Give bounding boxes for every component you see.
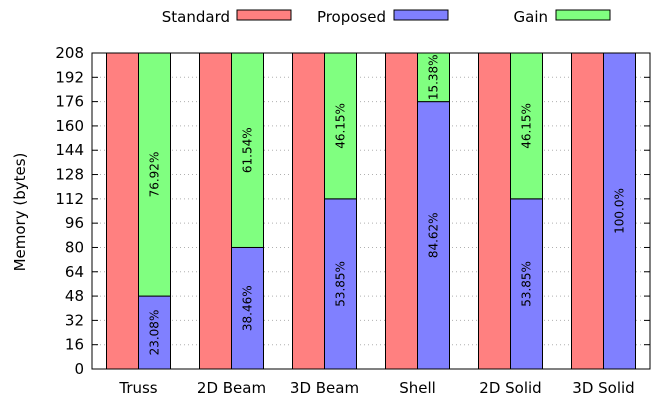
- x-tick-label: 3D Solid: [572, 379, 634, 397]
- y-tick-label: 192: [55, 68, 84, 86]
- y-axis: 0 16 32 48 64 80 96 112 128 144 160 176 192 208: [55, 44, 650, 378]
- bar-gain-3: [417, 52, 450, 103]
- y-tick-label: 80: [65, 238, 84, 256]
- data-label-gain-1: 61.54%: [241, 127, 255, 173]
- bar-standard-4: [478, 52, 511, 370]
- y-tick-label: 160: [55, 117, 84, 135]
- data-label-proposed-0: 23.08%: [148, 310, 162, 356]
- x-tick-label: Shell: [399, 379, 436, 397]
- bar-gain-0: [138, 52, 171, 297]
- y-tick-label: 128: [55, 166, 84, 184]
- data-label-gain-3: 15.38%: [427, 54, 441, 100]
- bar-proposed-5: [603, 52, 636, 370]
- bar-standard-2: [292, 52, 325, 370]
- y-tick-label: 208: [55, 44, 84, 62]
- y-tick-label: 64: [65, 263, 84, 281]
- bar-proposed-4: [510, 198, 543, 370]
- bar-standard-0: [106, 52, 139, 370]
- legend-swatch-1: [393, 9, 449, 21]
- legend-swatch-0: [236, 9, 292, 21]
- y-tick-label: 112: [55, 190, 84, 208]
- legend-swatch-2: [555, 9, 611, 21]
- y-tick-label: 48: [65, 287, 84, 305]
- legend-label-1: Proposed: [317, 8, 386, 26]
- bar-standard-5: [571, 52, 604, 370]
- data-label-gain-4: 46.15%: [520, 103, 534, 149]
- data-label-proposed-2: 53.85%: [334, 261, 348, 307]
- grid: [92, 53, 650, 369]
- bar-standard-1: [199, 52, 232, 370]
- bar-gain-1: [231, 52, 264, 248]
- y-tick-label: 176: [55, 93, 84, 111]
- data-label-gain-2: 46.15%: [334, 103, 348, 149]
- y-axis-title: Memory (bytes): [11, 153, 29, 272]
- legend-label-0: Standard: [162, 8, 230, 26]
- data-label-proposed-5: 100.0%: [613, 188, 627, 234]
- data-label-proposed-3: 84.62%: [427, 212, 441, 258]
- x-tick-label: Truss: [118, 379, 157, 397]
- bar-gain-4: [510, 52, 543, 200]
- x-tick-label: 2D Beam: [197, 379, 266, 397]
- data-label-gain-0: 76.92%: [148, 152, 162, 198]
- legend: Standard Proposed Gain: [162, 8, 611, 26]
- bar-proposed-3: [417, 101, 450, 370]
- data-label-proposed-1: 38.46%: [241, 285, 255, 331]
- plot-frame: [91, 52, 651, 370]
- x-tick-label: 3D Beam: [290, 379, 359, 397]
- y-tick-label: 96: [65, 214, 84, 232]
- bar-standard-3: [385, 52, 418, 370]
- x-axis: Truss 2D Beam 3D Beam Shell 2D Solid 3D Solid: [118, 53, 635, 397]
- bar-gain-2: [324, 52, 357, 200]
- y-tick-label: 16: [65, 336, 84, 354]
- y-tick-label: 32: [65, 311, 84, 329]
- bar-proposed-2: [324, 198, 357, 370]
- data-label-proposed-4: 53.85%: [520, 261, 534, 307]
- y-tick-label: 144: [55, 141, 84, 159]
- plot-border: [91, 52, 651, 370]
- bars: 76.92% 23.08% 61.54% 38.46% 46.15% 53.85% 15.3…: [106, 52, 636, 370]
- y-tick-label: 0: [74, 360, 84, 378]
- x-tick-label: 2D Solid: [479, 379, 541, 397]
- legend-label-2: Gain: [514, 8, 549, 26]
